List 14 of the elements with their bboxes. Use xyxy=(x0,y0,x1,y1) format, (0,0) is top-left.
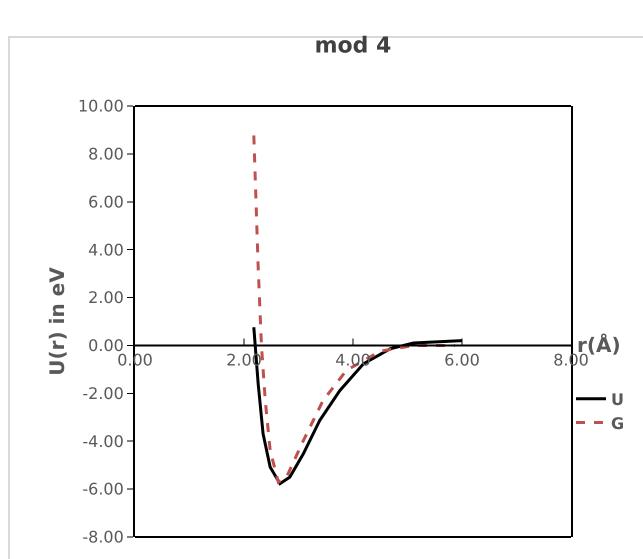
y-tick-label: -2.00 xyxy=(82,384,124,403)
y-tick-label: 4.00 xyxy=(88,240,124,260)
y-tick-label: 8.00 xyxy=(88,144,124,164)
chart-title: mod 4 xyxy=(314,33,392,58)
y-axis-title: U(r) in eV xyxy=(44,266,69,376)
y-tick-label: 6.00 xyxy=(88,192,124,212)
y-tick-label: 2.00 xyxy=(88,288,124,308)
y-tick-label: -8.00 xyxy=(82,528,124,547)
y-tick-label: -6.00 xyxy=(82,480,124,499)
legend-label: U xyxy=(611,390,624,409)
y-tick-label: 10.00 xyxy=(78,96,124,116)
x-tick-label: 6.00 xyxy=(444,350,480,370)
y-tick-label: -4.00 xyxy=(82,432,124,451)
legend-label: G xyxy=(611,414,624,433)
